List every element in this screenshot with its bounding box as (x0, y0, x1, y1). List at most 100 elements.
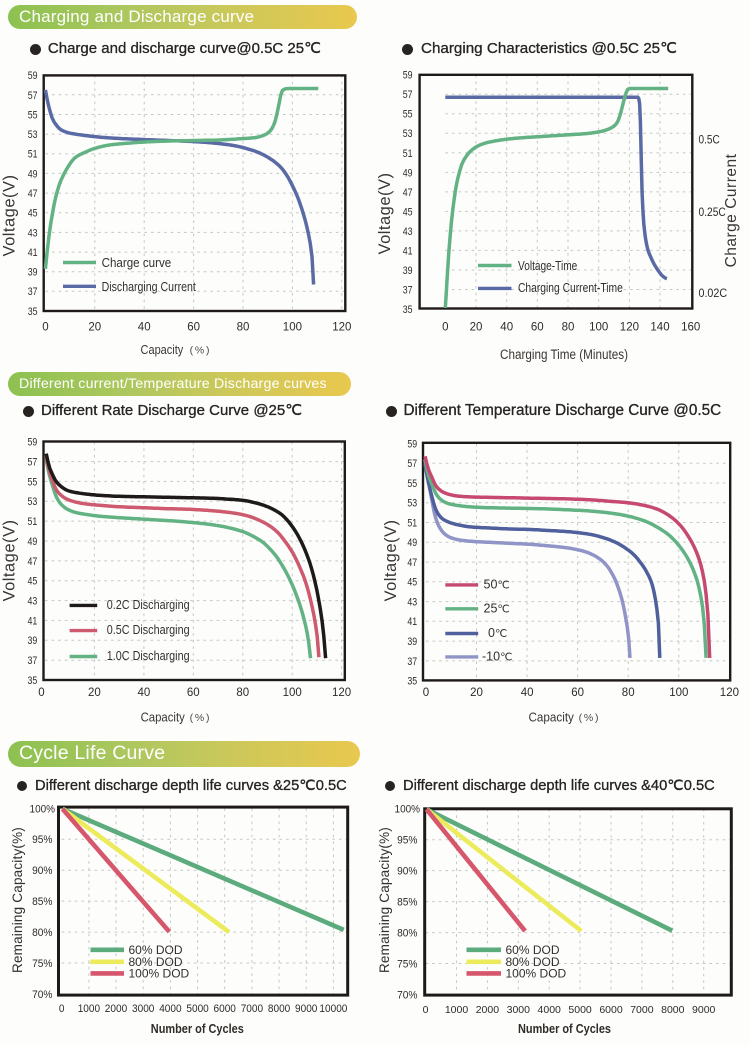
svg-text:80%: 80% (397, 928, 418, 940)
svg-text:53: 53 (407, 498, 417, 510)
svg-text:20: 20 (470, 321, 483, 333)
svg-text:Charging Current-Time: Charging Current-Time (518, 281, 623, 295)
svg-text:1000: 1000 (78, 1003, 100, 1015)
svg-text:20: 20 (88, 687, 101, 699)
svg-text:40: 40 (521, 687, 534, 699)
svg-text:9000: 9000 (692, 1004, 716, 1016)
svg-text:80: 80 (237, 321, 250, 333)
svg-text:100% DOD: 100% DOD (129, 966, 190, 980)
svg-text:39: 39 (28, 635, 38, 647)
svg-text:55: 55 (28, 109, 38, 121)
svg-text:Voltage(V): Voltage(V) (376, 172, 394, 254)
svg-text:Number of Cycles: Number of Cycles (518, 1021, 611, 1036)
svg-text:Remaining Capacity(%): Remaining Capacity(%) (10, 827, 25, 973)
svg-text:35: 35 (403, 304, 413, 316)
svg-text:95%: 95% (32, 834, 53, 846)
svg-text:Remaining Capacity(%): Remaining Capacity(%) (377, 827, 392, 973)
svg-text:37: 37 (407, 656, 417, 668)
svg-text:0.5C Discharging: 0.5C Discharging (107, 623, 190, 637)
svg-text:2000: 2000 (105, 1003, 127, 1015)
svg-text:60: 60 (531, 321, 544, 333)
svg-text:47: 47 (28, 188, 38, 200)
svg-text:45: 45 (28, 576, 38, 588)
svg-text:40: 40 (138, 321, 151, 333)
svg-text:90%: 90% (32, 865, 53, 877)
svg-text:0.25C: 0.25C (699, 205, 727, 219)
svg-text:80: 80 (562, 321, 575, 333)
svg-text:4000: 4000 (538, 1004, 562, 1016)
svg-text:53: 53 (403, 128, 413, 140)
svg-text:47: 47 (28, 556, 38, 568)
svg-text:0: 0 (42, 321, 48, 333)
svg-text:0: 0 (59, 1003, 65, 1015)
svg-text:57: 57 (28, 90, 38, 102)
svg-text:0℃: 0℃ (488, 626, 507, 640)
svg-text:40: 40 (500, 321, 513, 333)
svg-text:-10℃: -10℃ (482, 649, 512, 663)
svg-text:Charge Current: Charge Current (723, 153, 740, 267)
svg-text:120: 120 (332, 321, 351, 333)
svg-text:53: 53 (28, 129, 38, 141)
svg-text:100: 100 (283, 687, 302, 699)
svg-text:51: 51 (407, 517, 417, 529)
svg-text:85%: 85% (32, 896, 53, 908)
svg-text:70%: 70% (397, 990, 418, 1002)
svg-text:60% DOD: 60% DOD (506, 943, 560, 957)
svg-text:4000: 4000 (159, 1003, 181, 1015)
svg-text:55: 55 (407, 478, 417, 490)
svg-text:0.02C: 0.02C (699, 286, 728, 300)
svg-text:6000: 6000 (599, 1004, 623, 1016)
svg-text:100: 100 (669, 687, 688, 699)
svg-text:57: 57 (407, 458, 417, 470)
svg-text:0.2C Discharging: 0.2C Discharging (107, 598, 190, 612)
svg-text:Voltage(V): Voltage(V) (1, 174, 19, 256)
svg-text:120: 120 (620, 321, 639, 333)
svg-text:41: 41 (403, 245, 413, 257)
svg-text:75%: 75% (32, 958, 53, 970)
svg-text:8000: 8000 (268, 1003, 290, 1015)
svg-text:75%: 75% (397, 959, 418, 971)
svg-text:49: 49 (407, 537, 417, 549)
svg-text:2000: 2000 (476, 1004, 500, 1016)
svg-text:37: 37 (28, 286, 38, 298)
svg-text:85%: 85% (397, 897, 418, 909)
svg-text:80% DOD: 80% DOD (506, 955, 560, 969)
svg-text:45: 45 (403, 206, 413, 218)
svg-text:(%): (%) (579, 712, 601, 724)
svg-text:60: 60 (571, 687, 584, 699)
svg-text:39: 39 (407, 636, 417, 648)
svg-text:1000: 1000 (445, 1004, 469, 1016)
svg-text:3000: 3000 (507, 1004, 531, 1016)
svg-text:41: 41 (28, 615, 38, 627)
svg-text:10000: 10000 (319, 1003, 347, 1015)
svg-text:0: 0 (423, 687, 429, 699)
svg-text:Capacity: Capacity (141, 711, 186, 725)
svg-text:49: 49 (28, 168, 38, 180)
svg-text:39: 39 (28, 267, 38, 279)
svg-text:Voltage(V): Voltage(V) (1, 519, 19, 601)
svg-text:59: 59 (407, 438, 417, 450)
svg-text:Capacity: Capacity (529, 711, 575, 725)
svg-text:100%: 100% (395, 804, 421, 816)
svg-text:45: 45 (28, 208, 38, 220)
svg-text:49: 49 (28, 536, 38, 548)
svg-text:95%: 95% (397, 835, 418, 847)
svg-text:20: 20 (470, 687, 483, 699)
svg-text:60: 60 (187, 321, 200, 333)
svg-text:43: 43 (28, 596, 38, 608)
svg-text:51: 51 (28, 516, 38, 528)
svg-text:37: 37 (403, 284, 413, 296)
svg-text:0.5C: 0.5C (699, 132, 720, 146)
svg-text:49: 49 (403, 167, 413, 179)
svg-text:43: 43 (403, 226, 413, 238)
svg-text:Voltage(V): Voltage(V) (382, 519, 400, 601)
svg-text:55: 55 (28, 476, 38, 488)
svg-text:90%: 90% (397, 866, 418, 878)
svg-text:140: 140 (650, 321, 669, 333)
svg-text:100% DOD: 100% DOD (506, 966, 567, 980)
svg-text:55: 55 (403, 109, 413, 121)
svg-text:7000: 7000 (241, 1003, 263, 1015)
svg-text:80: 80 (236, 687, 249, 699)
svg-text:59: 59 (403, 70, 413, 82)
svg-text:Capacity: Capacity (141, 343, 184, 357)
